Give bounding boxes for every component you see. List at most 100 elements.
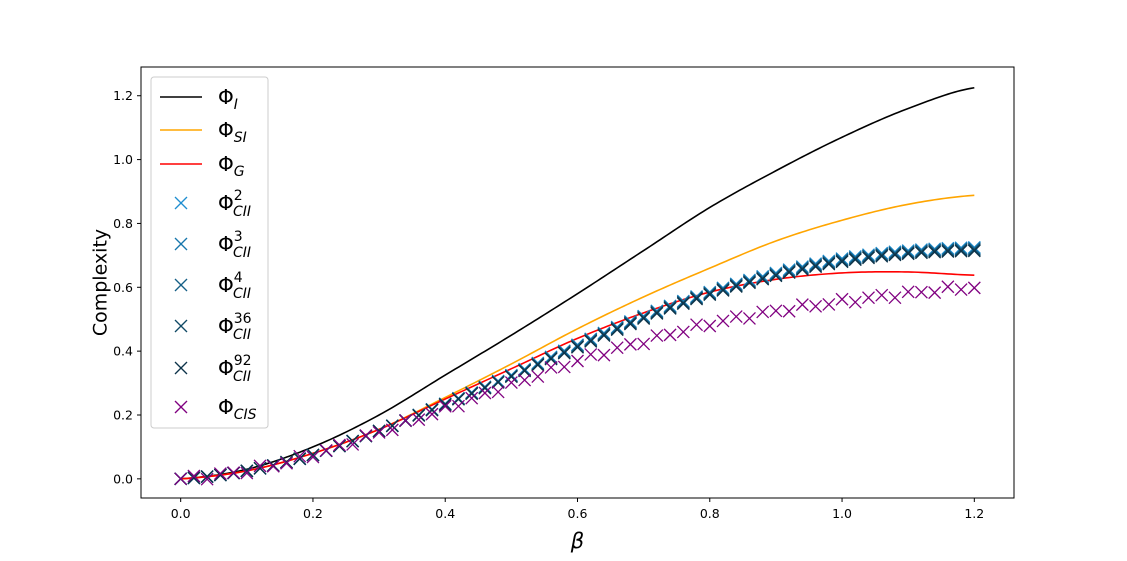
data-point [610,341,624,355]
legend-label: Φ3 CII [218,229,251,261]
data-point [676,297,690,311]
data-point [280,455,293,469]
x-tick-label: 0.8 [700,506,720,521]
data-point [518,364,532,378]
data-point [610,323,624,337]
data-point [756,272,770,286]
data-point [888,291,902,305]
x-tick-label: 1.2 [964,506,984,521]
data-point [928,244,942,258]
x-tick-label: 0.6 [568,506,588,521]
data-point [465,387,479,401]
data-point [346,434,360,448]
data-point [967,244,981,258]
data-point [623,337,637,351]
data-point [504,376,518,390]
data-point [862,251,875,265]
data-point [491,385,505,399]
data-point [769,304,783,318]
data-point [412,413,426,427]
data-point [676,325,690,339]
x-axis: 0.0 0.2 0.4 0.6 0.8 1.0 1.2 [171,498,984,521]
legend-label: Φ36 CII [218,311,252,343]
data-point [703,288,717,302]
y-tick-label: 0.6 [113,280,133,295]
data-point [438,398,452,412]
data-point [848,250,862,263]
data-point [967,281,981,295]
x-tick-label: 0.0 [171,506,191,521]
legend-label: Φ4 CII [218,270,251,302]
data-point [425,407,439,421]
data-point [795,263,809,277]
data-point [888,247,902,261]
data-point [769,266,783,280]
marker-series-3 [174,243,981,486]
data-point [795,260,809,273]
data-point [795,298,809,312]
data-point [306,448,320,462]
legend-marker-swatch [174,361,188,375]
series-line-2 [180,270,975,480]
data-point [319,443,333,457]
data-point [901,247,915,261]
data-point [914,246,928,260]
legend-entry: ΦCIS [174,395,257,423]
data-point [623,317,637,331]
data-point [557,360,571,374]
legend-entry: ΦI [160,85,238,113]
data-point [425,403,439,417]
data-point [227,466,241,479]
y-tick-label: 0.0 [113,471,133,486]
x-tick-label: 0.2 [303,506,323,521]
data-point [412,409,426,422]
data-point [941,280,955,294]
x-axis-title: β [570,529,584,553]
legend-label: Φ2 CII [218,188,251,220]
legend-entry: ΦG [160,152,245,180]
data-point [888,245,902,259]
data-point [690,292,704,306]
data-point [782,266,796,280]
data-point [835,252,849,266]
legend-label: ΦCIS [218,395,257,423]
data-point [280,456,293,470]
data-point [253,461,267,475]
data-point [729,280,743,293]
data-point [928,242,942,256]
data-point [862,250,875,264]
marker-series-1 [174,241,981,486]
data-point [835,254,849,268]
data-point [914,245,928,259]
data-point [557,346,571,360]
data-point [848,295,862,309]
marker-series-5 [174,280,981,486]
legend-entry: Φ92 CII [174,353,252,385]
data-point [174,472,188,486]
data-point [690,318,704,332]
legend-entry: Φ36 CII [174,311,252,343]
legend-entry: Φ3 CII [174,229,251,261]
data-point [835,292,849,306]
data-point [504,370,518,384]
data-point [809,257,823,271]
data-point [782,263,796,277]
plot-area [174,86,981,486]
data-point [901,246,915,260]
data-point [359,428,373,442]
data-point [438,399,452,413]
data-point [597,348,611,362]
legend: ΦI ΦSI ΦG Φ2 CII Φ3 CII Φ4 CII Φ36 CII Φ92 CII ΦCIS [150,76,269,429]
y-tick-label: 1.0 [113,152,133,167]
data-point [914,243,928,257]
data-point [491,375,505,389]
data-point [729,310,743,324]
data-point [967,243,981,257]
data-point [835,255,849,269]
data-point [742,276,756,290]
data-point [200,470,214,484]
data-point [862,291,875,305]
data-point [240,464,254,478]
data-point [928,286,942,300]
data-point [875,246,889,260]
